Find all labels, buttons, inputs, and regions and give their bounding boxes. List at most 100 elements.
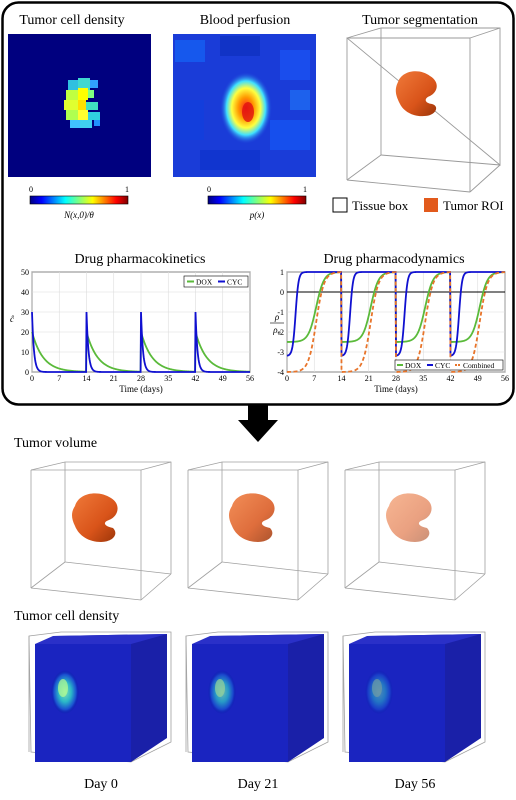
density-side-face: [53, 634, 167, 762]
y-tick-label: 1: [280, 268, 284, 277]
box-back-left: [344, 561, 380, 589]
density-blob-core: [372, 679, 382, 697]
x-tick-label: 0: [285, 374, 289, 383]
density-box-2: [342, 631, 486, 763]
x-tick-label: 7: [312, 374, 316, 383]
box-back-left: [30, 561, 66, 589]
box-bottom-front: [344, 587, 456, 601]
y-tick-label: 30: [21, 308, 29, 317]
pd-y-label-num: ρ: [274, 312, 280, 322]
pk-legend: [183, 275, 249, 288]
density-cbar-min: 0: [29, 185, 33, 194]
y-tick-label: 10: [21, 348, 29, 357]
x-tick-label: 14: [83, 374, 91, 383]
density-title: Tumor cell density: [19, 13, 124, 28]
x-tick-label: 56: [501, 374, 509, 383]
density-blob-core: [58, 679, 68, 697]
y-tick-label: -2: [277, 328, 284, 337]
perfusion-heatmap: [173, 34, 316, 177]
box-bottom-right: [297, 573, 329, 601]
density-front-face: [35, 644, 131, 762]
perfusion-cbar-min: 0: [207, 185, 211, 194]
pk-y-label: ĉ: [10, 314, 15, 324]
volume-tumor-1: [229, 493, 275, 542]
x-tick-label: 42: [447, 374, 455, 383]
density-blob: [64, 78, 100, 128]
density-box-1: [185, 631, 329, 763]
box-top-right: [454, 461, 486, 471]
legend-label-dox: DOX: [196, 278, 213, 287]
bottom-boxes: [28, 461, 486, 763]
x-tick-label: 49: [474, 374, 482, 383]
x-axis-label: Time (days): [119, 384, 162, 394]
box-bottom-front: [30, 587, 142, 601]
box-top-right: [297, 461, 329, 471]
pk-title: Drug pharmacokinetics: [74, 252, 205, 267]
density-box-outline: [342, 631, 486, 763]
day-label-56: Day 56: [395, 777, 436, 792]
density-side-face: [367, 634, 481, 762]
density-blob-1: [208, 670, 236, 714]
legend-roi-label: Tumor ROI: [443, 198, 504, 213]
perfusion-colorbar: 0 1 p(x): [207, 185, 307, 220]
y-tick-label: 40: [21, 288, 29, 297]
legend-tissue-label: Tissue box: [352, 198, 409, 213]
series-cyc: [31, 311, 250, 373]
x-tick-label: 35: [164, 374, 172, 383]
volume-box-1: [187, 461, 329, 601]
box-back-bottom: [378, 561, 486, 575]
box-bottom-right: [454, 573, 486, 601]
density-top-face: [192, 634, 324, 644]
legend-tissue-swatch: [332, 197, 348, 213]
density-front-face: [349, 644, 445, 762]
density-blob-2: [365, 670, 393, 714]
density-front-face: [192, 644, 288, 762]
x-tick-label: 21: [365, 374, 373, 383]
tumor-density-title: Tumor cell density: [14, 609, 119, 624]
legend-roi-swatch: [424, 198, 438, 212]
box-back-bottom: [221, 561, 329, 575]
perfusion-cbar-label: p(x): [249, 210, 265, 220]
x-tick-label: 14: [338, 374, 346, 383]
density-box-0: [28, 631, 172, 763]
x-tick-label: 42: [192, 374, 200, 383]
density-box-outline: [28, 631, 172, 763]
segmentation-tumor: [395, 71, 437, 117]
x-tick-label: 28: [392, 374, 400, 383]
x-axis-label: Time (days): [374, 384, 417, 394]
x-tick-label: 21: [110, 374, 118, 383]
density-side-face: [210, 634, 324, 762]
density-box-outline: [185, 631, 329, 763]
density-colorbar: 0 1 N(x,0)/θ: [29, 185, 129, 220]
box-bottom-front: [187, 587, 299, 601]
y-tick-label: 0: [25, 368, 29, 377]
volume-box-0: [30, 461, 172, 601]
y-tick-label: -3: [277, 348, 284, 357]
x-tick-label: 49: [219, 374, 227, 383]
box-back-edges: [187, 461, 329, 574]
box-bottom-right: [140, 573, 172, 601]
segmentation-box: [346, 27, 501, 193]
box-top-right: [140, 461, 172, 471]
x-tick-label: 28: [137, 374, 145, 383]
y-tick-label: 0: [280, 288, 284, 297]
volume-tumor-2: [386, 493, 432, 542]
tumor-volume-title: Tumor volume: [14, 436, 97, 451]
legend-label-cyc: CYC: [435, 361, 450, 370]
y-tick-label: 50: [21, 268, 29, 277]
pk-chart: 0 7 14 21 28 35 42 49 56 0 10 20 30 40 50 Time (days) ĉ D…: [10, 268, 254, 394]
day-label-0: Day 0: [84, 777, 118, 792]
perfusion-cbar-max: 1: [303, 185, 307, 194]
segmentation-title: Tumor segmentation: [362, 13, 478, 28]
x-tick-label: 0: [30, 374, 34, 383]
pd-title: Drug pharmacodynamics: [323, 252, 464, 267]
pd-y-label-den: ρ₀: [272, 325, 280, 335]
density-blob-core: [215, 679, 225, 697]
box-back-left: [187, 561, 223, 589]
density-cbar-label: N(x,0)/θ: [63, 210, 94, 220]
pd-legend: [394, 359, 504, 371]
day-label-21: Day 21: [238, 777, 279, 792]
x-tick-label: 7: [57, 374, 61, 383]
density-blob-glow: [365, 670, 393, 714]
y-tick-label: -4: [277, 368, 284, 377]
